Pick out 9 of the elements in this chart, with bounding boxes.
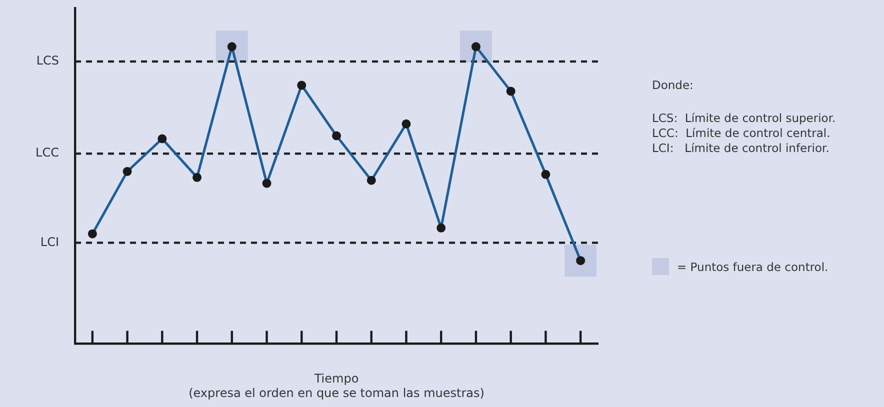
text: LCS: Límite de control superior. bbox=[652, 111, 836, 126]
ref-line-label: LCS bbox=[36, 54, 59, 68]
ref-line-label: LCC bbox=[36, 146, 59, 160]
x-axis-title: Tiempo (expresa el orden en que se toman las muestras) bbox=[188, 372, 484, 400]
text: Donde: bbox=[652, 78, 694, 93]
text: = Puntos fuera de control. bbox=[677, 260, 828, 274]
ref-line-label: LCI bbox=[40, 234, 59, 249]
text: LCI: Límite de control inferior. bbox=[652, 141, 830, 156]
text: LCC: Límite de control central. bbox=[652, 126, 832, 141]
